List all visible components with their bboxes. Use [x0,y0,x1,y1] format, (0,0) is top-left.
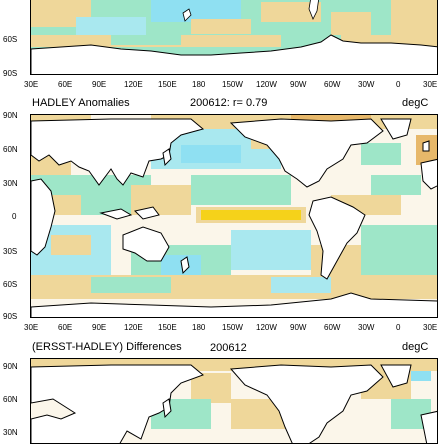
south-america-land [308,196,366,280]
top-lon-label: 150E [158,80,177,89]
top-lon-label: 120E [124,80,143,89]
middle-lon-label: 120E [124,323,143,332]
british-isles-land [422,140,430,152]
new-zealand-land [180,256,190,275]
middle-lon-label: 150W [222,323,243,332]
top-lon-label: 60E [58,80,73,89]
top-lon-label: 180 [192,80,206,89]
middle-panel-units: degC [402,97,429,109]
top-lon-label: 30W [358,80,375,89]
middle-lon-label: 90W [290,323,307,332]
middle-lat-label: 90S [3,312,18,321]
bottom-panel-date: 200612 [210,342,247,354]
bottom-panel-title: (ERSST-HADLEY) Differences [32,341,182,353]
middle-lon-label: 60E [58,323,73,332]
top-lon-label: 60W [324,80,341,89]
africa-land [31,158,437,256]
japan-land [162,148,172,167]
south-america-tip-land [308,0,319,20]
middle-map-frame [30,114,438,318]
greenland-land [380,364,412,388]
middle-lat-label: 30S [3,247,18,256]
bottom-lat-label: 90N [3,362,18,371]
middle-panel-date-correlation: 200612: r= 0.79 [190,97,268,109]
continents [31,364,437,443]
top-map [31,0,437,74]
africa-land [420,410,437,443]
middle-map [31,115,437,317]
bottom-map [31,359,437,443]
middle-lon-label: 30E [24,323,39,332]
top-lon-label: 120W [256,80,277,89]
middle-lat-label: 90N [3,111,18,120]
antarctica-land [31,34,437,74]
antarctica-land [31,292,437,317]
bottom-lat-label: 60N [3,395,18,404]
middle-lon-label: 60W [324,323,341,332]
greenland-land [380,118,412,140]
bottom-map-frame [30,358,438,444]
middle-lon-label: 150E [158,323,177,332]
australia-land [122,226,170,262]
top-lon-label: 90W [290,80,307,89]
top-lon-label: 90E [92,80,107,89]
middle-lon-label: 90E [92,323,107,332]
middle-lat-label: 0 [12,212,17,221]
middle-lon-label: 30E [423,323,438,332]
eurasia-land [31,364,204,443]
top-lon-label: 0 [396,80,401,89]
middle-lon-label: 0 [396,323,401,332]
top-lat-label: 90S [3,69,18,78]
continents [31,118,437,317]
middle-lat-label: 60S [3,280,18,289]
middle-lat-label: 60N [3,145,18,154]
bottom-lat-label: 30N [3,428,18,437]
middle-lon-label: 120W [256,323,277,332]
bottom-panel-units: degC [402,341,429,353]
top-map-frame [30,0,438,75]
north-america-land [229,118,384,188]
top-lon-label: 150W [222,80,243,89]
middle-lon-label: 180 [192,323,206,332]
top-lon-label: 30E [24,80,39,89]
middle-lon-label: 30W [358,323,375,332]
new-zealand-land [182,8,192,22]
indonesia-land [99,206,160,220]
eurasia-land [31,118,205,186]
japan-land [162,398,172,419]
middle-panel-title: HADLEY Anomalies [32,97,130,109]
top-lon-label: 30E [423,80,438,89]
middle-lat-label: 30N [3,179,18,188]
top-lat-label: 60S [3,35,18,44]
north-america-land [229,364,384,443]
